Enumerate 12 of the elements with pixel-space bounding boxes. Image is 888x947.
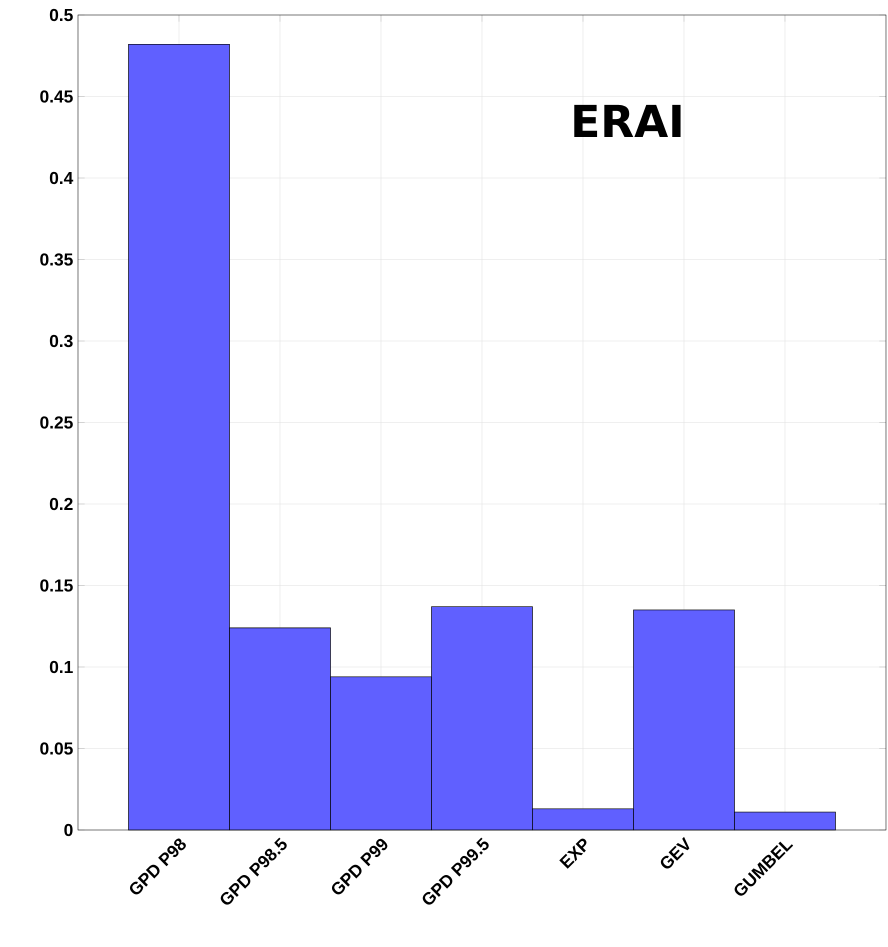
y-tick-label: 0.05 (40, 742, 73, 755)
y-tick-label: 0.3 (50, 334, 73, 348)
y-tick-label: 0.5 (50, 8, 73, 22)
y-tick-label: 0.4 (50, 172, 74, 184)
y-tick-label: 0.2 (50, 498, 73, 510)
y-tick-label: 0 (64, 824, 73, 836)
y-tick-label: 0.35 (40, 253, 73, 266)
y-tick-label: 0.45 (40, 90, 73, 103)
annotation: ERAI (574, 104, 681, 137)
y-tick-label: 0.1 (50, 660, 73, 674)
y-tick-label: 0.25 (40, 416, 73, 429)
y-tick-label: 0.15 (40, 579, 73, 592)
